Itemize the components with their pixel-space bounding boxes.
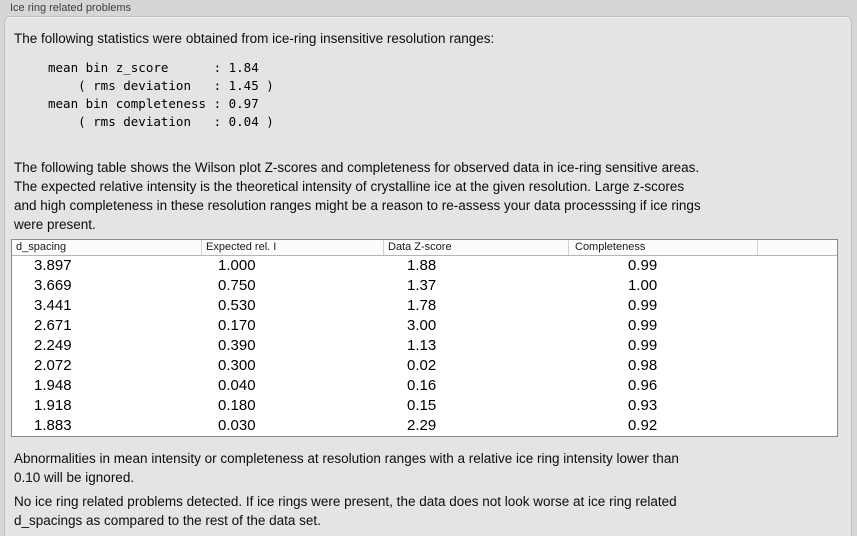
table-cell: 2.072 xyxy=(34,357,72,374)
header-cell-completeness[interactable]: Completeness xyxy=(569,240,758,255)
table-cell: 1.13 xyxy=(407,337,437,354)
table-cell: 0.16 xyxy=(407,377,437,394)
table-cell: 0.96 xyxy=(628,377,658,394)
table-description-text: The following table shows the Wilson plo… xyxy=(14,160,701,232)
table-cell: 1.00 xyxy=(628,277,658,294)
table-cell: 0.040 xyxy=(218,377,256,394)
table-body: 3.897 1.000 1.88 0.99 3.669 0.750 1.37 1.00 3.44… xyxy=(12,256,837,436)
table-row[interactable]: 2.249 0.390 1.13 0.99 xyxy=(12,336,837,356)
table-cell: 0.390 xyxy=(218,337,256,354)
table-cell: 0.030 xyxy=(218,417,256,434)
ice-ring-table: d_spacing Expected rel. I Data Z-score C… xyxy=(11,239,838,437)
ignore-note-text: Abnormalities in mean intensity or compl… xyxy=(14,451,679,485)
table-cell: 2.29 xyxy=(407,417,437,434)
groupbox-title: Ice ring related problems xyxy=(10,2,132,14)
groupbox-panel: The following statistics were obtained f… xyxy=(4,16,852,536)
table-cell: 0.99 xyxy=(628,317,658,334)
table-cell: 0.99 xyxy=(628,257,658,274)
header-cell-expected-rel-i[interactable]: Expected rel. I xyxy=(202,240,384,255)
stats-block: mean bin z_score : 1.84 ( rms deviation … xyxy=(48,60,274,129)
conclusion-text: No ice ring related problems detected. I… xyxy=(14,494,677,528)
table-cell: 3.897 xyxy=(34,257,72,274)
table-cell: 0.93 xyxy=(628,397,658,414)
table-cell: 0.750 xyxy=(218,277,256,294)
table-cell: 2.671 xyxy=(34,317,72,334)
table-cell: 1.78 xyxy=(407,297,437,314)
header-cell-d-spacing[interactable]: d_spacing xyxy=(12,240,202,255)
table-row[interactable]: 3.669 0.750 1.37 1.00 xyxy=(12,276,837,296)
table-cell: 0.99 xyxy=(628,337,658,354)
table-cell: 1.000 xyxy=(218,257,256,274)
table-cell: 0.300 xyxy=(218,357,256,374)
table-row[interactable]: 3.897 1.000 1.88 0.99 xyxy=(12,256,837,276)
table-cell: 1.88 xyxy=(407,257,437,274)
table-cell: 0.02 xyxy=(407,357,437,374)
header-cell-data-z-score[interactable]: Data Z-score xyxy=(384,240,569,255)
table-cell: 0.180 xyxy=(218,397,256,414)
table-cell: 2.249 xyxy=(34,337,72,354)
table-cell: 3.441 xyxy=(34,297,72,314)
table-row[interactable]: 1.948 0.040 0.16 0.96 xyxy=(12,376,837,396)
table-row[interactable]: 3.441 0.530 1.78 0.99 xyxy=(12,296,837,316)
table-header-row: d_spacing Expected rel. I Data Z-score C… xyxy=(12,240,837,256)
table-cell: 0.530 xyxy=(218,297,256,314)
table-row[interactable]: 2.072 0.300 0.02 0.98 xyxy=(12,356,837,376)
table-cell: 1.883 xyxy=(34,417,72,434)
table-cell: 0.92 xyxy=(628,417,658,434)
table-cell: 0.99 xyxy=(628,297,658,314)
table-row[interactable]: 1.918 0.180 0.15 0.93 xyxy=(12,396,837,416)
table-cell: 0.170 xyxy=(218,317,256,334)
table-cell: 0.15 xyxy=(407,397,437,414)
table-cell: 1.37 xyxy=(407,277,437,294)
intro-text: The following statistics were obtained f… xyxy=(14,31,495,46)
header-cell-empty xyxy=(758,240,837,255)
table-cell: 3.669 xyxy=(34,277,72,294)
table-row[interactable]: 1.883 0.030 2.29 0.92 xyxy=(12,416,837,436)
table-cell: 0.98 xyxy=(628,357,658,374)
table-cell: 1.918 xyxy=(34,397,72,414)
table-row[interactable]: 2.671 0.170 3.00 0.99 xyxy=(12,316,837,336)
table-cell: 3.00 xyxy=(407,317,437,334)
table-cell: 1.948 xyxy=(34,377,72,394)
